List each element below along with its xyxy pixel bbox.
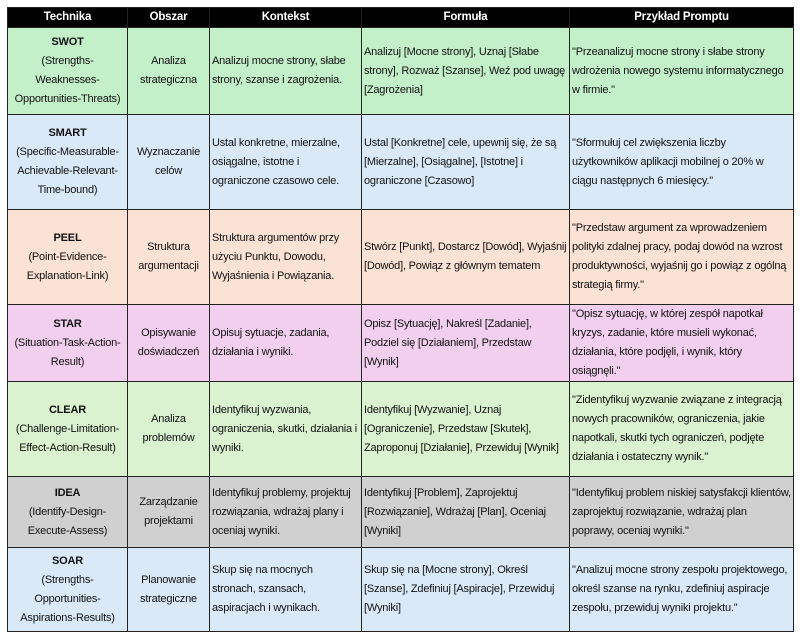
cell-kontekst[interactable]: Ustal konkretne, mierzalne, osiągalne, i… [209, 114, 362, 210]
technique-expansion: (Identify-Design-Execute-Assess) [27, 505, 108, 537]
cell-technika[interactable]: CLEAR (Challenge-Limitation-Effect-Action… [7, 381, 128, 477]
table-row: IDEA (Identify-Design-Execute-Assess) Zar… [7, 476, 794, 548]
cell-obszar[interactable]: Zarządzanie projektami [127, 476, 210, 548]
header-kontekst: Kontekst [209, 7, 362, 28]
technique-name: IDEA [54, 486, 81, 499]
cell-technika[interactable]: IDEA (Identify-Design-Execute-Assess) [7, 476, 128, 548]
cell-kontekst[interactable]: Skup się na mocnych stronach, szansach, … [209, 547, 362, 632]
cell-obszar[interactable]: Planowanie strategiczne [127, 547, 210, 632]
table-row: STAR (Situation-Task-Action-Result) Opisy… [7, 304, 794, 382]
techniques-table: Technika Obszar Kontekst Formuła Przykła… [7, 7, 794, 632]
cell-przyklad[interactable]: "Sformułuj cel zwiększenia liczby użytko… [569, 114, 794, 210]
header-formula: Formuła [361, 7, 570, 28]
technique-expansion: (Strengths-Opportunities-Aspirations-Res… [20, 573, 115, 624]
cell-formula[interactable]: Opisz [Sytuację], Nakreśl [Zadanie], Pod… [361, 304, 570, 382]
cell-formula[interactable]: Analizuj [Mocne strony], Uznaj [Słabe st… [361, 27, 570, 115]
cell-technika[interactable]: STAR (Situation-Task-Action-Result) [7, 304, 128, 382]
table-row: SWOT (Strengths-Weaknesses-Opportunities-… [7, 27, 794, 115]
technique-name: SOAR [52, 554, 83, 567]
technique-expansion: (Challenge-Limitation-Effect-Action-Resu… [15, 422, 120, 454]
cell-obszar[interactable]: Wyznaczanie celów [127, 114, 210, 210]
cell-kontekst[interactable]: Opisuj sytuacje, zadania, działania i wy… [209, 304, 362, 382]
cell-przyklad[interactable]: "Zidentyfikuj wyzwanie związane z integr… [569, 381, 794, 477]
cell-technika[interactable]: SOAR (Strengths-Opportunities-Aspirations… [7, 547, 128, 632]
header-przyklad: Przykład Promptu [569, 7, 794, 28]
technique-expansion: (Strengths-Weaknesses-Opportunities-Thre… [14, 55, 121, 105]
cell-kontekst[interactable]: Analizuj mocne strony, słabe strony, sza… [209, 27, 362, 115]
cell-formula[interactable]: Identyfikuj [Wyzwanie], Uznaj [Ogranicze… [361, 381, 570, 477]
cell-obszar[interactable]: Opisywanie doświadczeń [127, 304, 210, 382]
cell-kontekst[interactable]: Struktura argumentów przy użyciu Punktu,… [209, 209, 362, 305]
cell-technika[interactable]: PEEL (Point-Evidence-Explanation-Link) [7, 209, 128, 305]
cell-przyklad[interactable]: "Przedstaw argument za wprowadzeniem pol… [569, 209, 794, 305]
technique-name: SMART [48, 127, 87, 139]
technique-name: PEEL [53, 231, 82, 244]
cell-obszar[interactable]: Struktura argumentacji [127, 209, 210, 305]
technique-expansion: (Point-Evidence-Explanation-Link) [26, 250, 109, 282]
cell-przyklad[interactable]: "Przeanalizuj mocne strony i słabe stron… [569, 27, 794, 115]
cell-przyklad[interactable]: "Analizuj mocne strony zespołu projektow… [569, 547, 794, 632]
table-row: SOAR (Strengths-Opportunities-Aspirations… [7, 547, 794, 632]
header-obszar: Obszar [127, 7, 210, 28]
header-row: Technika Obszar Kontekst Formuła Przykła… [7, 7, 794, 28]
cell-przyklad[interactable]: "Opisz sytuację, w której zespół napotka… [569, 304, 794, 382]
cell-obszar[interactable]: Analiza strategiczna [127, 27, 210, 115]
cell-formula[interactable]: Ustal [Konkretne] cele, upewnij się, że … [361, 114, 570, 210]
header-technika: Technika [7, 7, 128, 28]
cell-kontekst[interactable]: Identyfikuj wyzwania, ograniczenia, skut… [209, 381, 362, 477]
table-row: SMART (Specific-Measurable-Achievable-Rel… [7, 114, 794, 210]
technique-name: SWOT [51, 36, 84, 48]
technique-name: CLEAR [49, 403, 86, 416]
table-row: CLEAR (Challenge-Limitation-Effect-Action… [7, 381, 794, 477]
technique-expansion: (Situation-Task-Action-Result) [14, 336, 121, 368]
technique-expansion: (Specific-Measurable-Achievable-Relevant… [16, 146, 119, 196]
technique-name: STAR [53, 317, 82, 330]
cell-technika[interactable]: SMART (Specific-Measurable-Achievable-Rel… [7, 114, 128, 210]
cell-formula[interactable]: Skup się na [Mocne strony], Określ [Szan… [361, 547, 570, 632]
cell-formula[interactable]: Stwórz [Punkt], Dostarcz [Dowód], Wyjaśn… [361, 209, 570, 305]
cell-technika[interactable]: SWOT (Strengths-Weaknesses-Opportunities-… [7, 27, 128, 115]
cell-obszar[interactable]: Analiza problemów [127, 381, 210, 477]
cell-przyklad[interactable]: "Identyfikuj problem niskiej satysfakcji… [569, 476, 794, 548]
table-row: PEEL (Point-Evidence-Explanation-Link) St… [7, 209, 794, 305]
cell-formula[interactable]: Identyfikuj [Problem], Zaprojektuj [Rozw… [361, 476, 570, 548]
cell-kontekst[interactable]: Identyfikuj problemy, projektuj rozwiąza… [209, 476, 362, 548]
